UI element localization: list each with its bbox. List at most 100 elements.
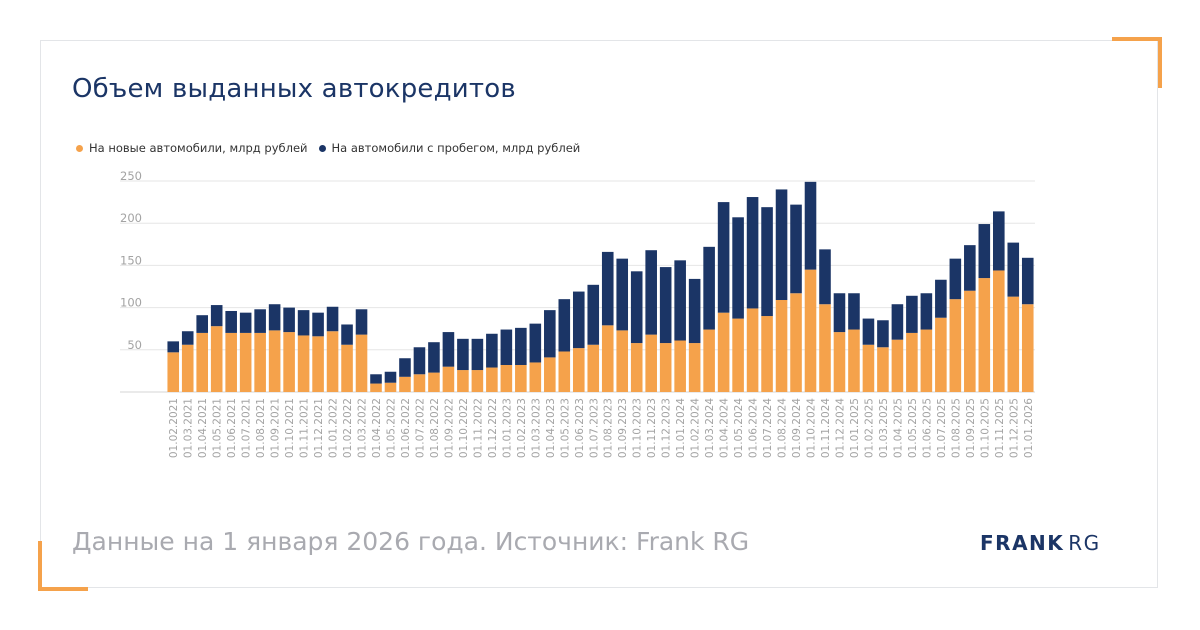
x-tick-label-01.02.2021: 01.02.2021 xyxy=(168,398,180,458)
y-tick-label-150: 150 xyxy=(120,253,142,267)
x-tick-label-01.09.2025: 01.09.2025 xyxy=(965,398,977,458)
x-tick-label-01.06.2023: 01.06.2023 xyxy=(574,398,586,458)
bar-new-01.07.2022 xyxy=(413,374,426,392)
legend-marker-new xyxy=(76,144,83,152)
bar-used-01.08.2021 xyxy=(254,309,266,333)
x-tick-label-01.10.2022: 01.10.2022 xyxy=(458,398,470,458)
x-tick-label-01.09.2023: 01.09.2023 xyxy=(617,398,629,458)
x-tick-label-01.12.2025: 01.12.2025 xyxy=(1008,398,1020,458)
bar-used-01.05.2023 xyxy=(558,299,571,352)
x-tick-label-01.08.2025: 01.08.2025 xyxy=(950,398,962,458)
x-tick-label-01.11.2021: 01.11.2021 xyxy=(299,398,311,458)
bar-used-01.03.2024 xyxy=(703,246,715,330)
x-tick-label-01.12.2024: 01.12.2024 xyxy=(834,398,846,458)
x-tick-label-01.04.2024: 01.04.2024 xyxy=(719,398,731,458)
bar-new-01.12.2024 xyxy=(833,332,846,392)
legend: На новые автомобили, млрд рублей На авто… xyxy=(76,141,591,155)
bar-new-01.08.2025 xyxy=(949,299,962,392)
x-tick-label-01.06.2024: 01.06.2024 xyxy=(748,398,760,458)
bar-used-01.12.2024 xyxy=(833,293,846,333)
x-tick-label-01.10.2023: 01.10.2023 xyxy=(632,398,644,458)
bar-new-01.04.2022 xyxy=(370,383,382,392)
bar-used-01.12.2023 xyxy=(659,267,672,344)
bar-new-01.01.2023 xyxy=(500,364,513,392)
bar-new-01.01.2022 xyxy=(326,331,339,392)
bar-new-01.10.2023 xyxy=(630,343,643,392)
bar-new-01.11.2025 xyxy=(992,270,1005,392)
x-tick-label-01.03.2021: 01.03.2021 xyxy=(183,398,195,458)
bar-used-01.08.2022 xyxy=(428,342,440,373)
bar-new-01.06.2025 xyxy=(920,329,933,392)
bar-new-01.04.2025 xyxy=(891,339,904,392)
bar-used-01.05.2021 xyxy=(210,305,223,327)
bar-used-01.07.2023 xyxy=(587,284,600,345)
x-tick-label-01.04.2021: 01.04.2021 xyxy=(197,398,209,458)
bar-used-01.12.2022 xyxy=(486,333,498,368)
bar-used-01.02.2022 xyxy=(341,324,353,345)
bar-used-01.01.2024 xyxy=(674,260,686,341)
x-tick-label-01.06.2022: 01.06.2022 xyxy=(400,398,412,458)
bar-used-01.06.2023 xyxy=(572,291,585,349)
bar-used-01.06.2024 xyxy=(746,197,759,309)
x-tick-label-01.08.2022: 01.08.2022 xyxy=(429,398,441,458)
bar-new-01.02.2022 xyxy=(341,344,353,392)
bar-new-01.12.2022 xyxy=(486,367,498,392)
y-tick-label-250: 250 xyxy=(120,169,142,183)
bar-new-01.07.2023 xyxy=(587,344,600,392)
bar-new-01.06.2024 xyxy=(746,308,759,392)
bar-new-01.06.2022 xyxy=(399,376,411,392)
x-tick-label-01.05.2023: 01.05.2023 xyxy=(559,398,571,458)
bar-new-01.12.2023 xyxy=(659,343,672,392)
bar-used-01.09.2022 xyxy=(442,332,455,367)
bar-used-01.05.2022 xyxy=(384,371,397,383)
bar-used-01.11.2023 xyxy=(645,250,657,335)
x-tick-label-01.01.2023: 01.01.2023 xyxy=(501,398,513,458)
bar-used-01.03.2022 xyxy=(355,309,368,335)
bar-new-01.10.2024 xyxy=(804,269,817,392)
bar-new-01.05.2025 xyxy=(906,332,918,392)
bar-new-01.01.2024 xyxy=(674,340,686,392)
x-tick-label-01.05.2021: 01.05.2021 xyxy=(212,398,224,458)
x-tick-label-01.04.2025: 01.04.2025 xyxy=(892,398,904,458)
bar-new-01.03.2024 xyxy=(703,329,715,392)
x-tick-label-01.04.2022: 01.04.2022 xyxy=(371,398,383,458)
bar-new-01.03.2022 xyxy=(355,334,368,392)
bar-used-01.07.2022 xyxy=(413,347,426,375)
bar-used-01.02.2021 xyxy=(167,341,180,353)
x-tick-label-01.08.2021: 01.08.2021 xyxy=(255,398,267,458)
bar-new-01.07.2024 xyxy=(761,316,773,392)
bar-used-01.07.2024 xyxy=(761,207,773,317)
x-tick-label-01.12.2023: 01.12.2023 xyxy=(661,398,673,458)
logo-word-rg: RG xyxy=(1068,531,1101,555)
bar-new-01.09.2023 xyxy=(616,330,629,392)
x-tick-label-01.04.2023: 01.04.2023 xyxy=(545,398,557,458)
x-tick-label-01.03.2024: 01.03.2024 xyxy=(704,398,716,458)
x-tick-label-01.08.2024: 01.08.2024 xyxy=(777,398,789,458)
bar-new-01.11.2024 xyxy=(819,304,831,392)
bar-used-01.12.2021 xyxy=(312,312,324,337)
bar-new-01.05.2023 xyxy=(558,351,571,392)
bar-new-01.12.2021 xyxy=(312,336,324,392)
bar-new-01.05.2024 xyxy=(732,318,744,392)
bar-used-01.06.2021 xyxy=(225,310,237,333)
x-tick-label-01.07.2024: 01.07.2024 xyxy=(762,398,774,458)
bar-new-01.11.2021 xyxy=(297,335,310,392)
bar-used-01.01.2023 xyxy=(500,329,513,365)
bar-used-01.06.2022 xyxy=(399,358,411,377)
x-tick-label-01.01.2022: 01.01.2022 xyxy=(328,398,340,458)
bar-used-01.04.2025 xyxy=(891,304,904,340)
bar-new-01.02.2021 xyxy=(167,352,180,392)
bar-used-01.09.2025 xyxy=(964,245,976,291)
bar-new-01.12.2025 xyxy=(1007,296,1020,392)
y-tick-label-200: 200 xyxy=(120,211,142,225)
bar-new-01.01.2025 xyxy=(848,329,860,392)
bar-used-01.09.2021 xyxy=(268,304,281,331)
bar-new-01.08.2023 xyxy=(601,325,614,392)
x-tick-label-01.03.2022: 01.03.2022 xyxy=(357,398,369,458)
legend-item-used: На автомобили с пробегом, млрд рублей xyxy=(318,141,580,155)
bar-new-01.02.2023 xyxy=(515,364,527,392)
x-tick-label-01.08.2023: 01.08.2023 xyxy=(603,398,615,458)
bar-new-01.11.2023 xyxy=(645,334,657,392)
x-tick-label-01.02.2022: 01.02.2022 xyxy=(342,398,354,458)
